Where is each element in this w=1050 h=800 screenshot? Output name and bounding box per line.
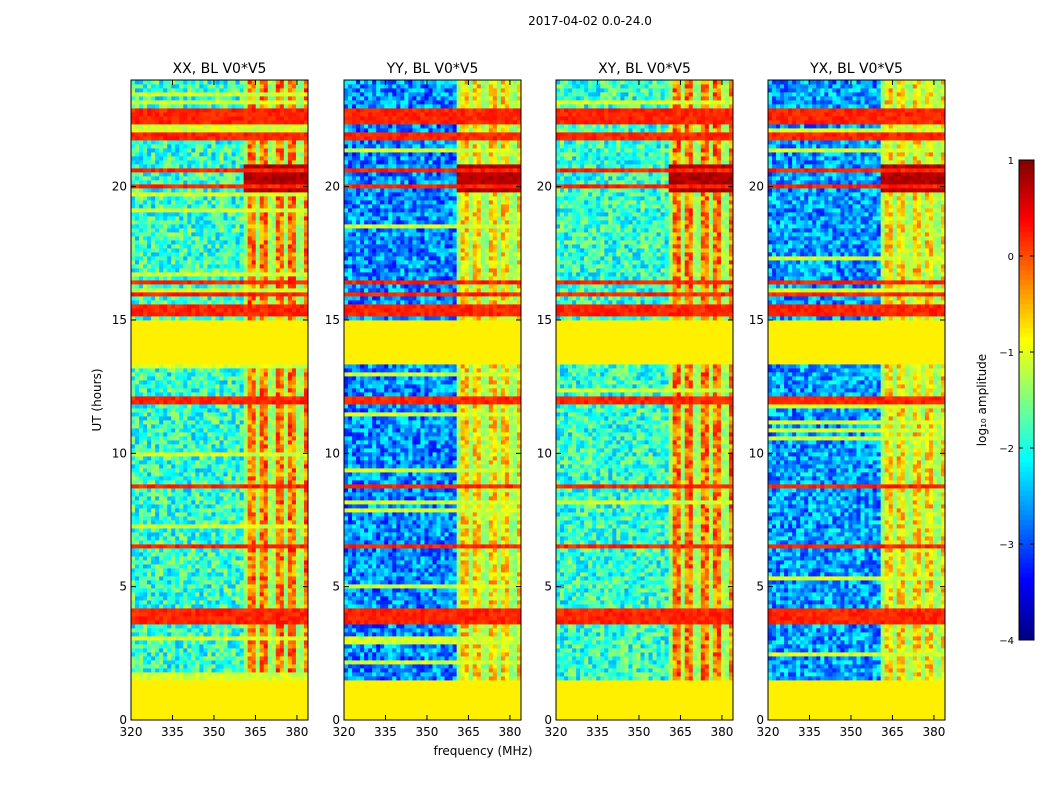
x-tick-label: 350 <box>203 725 226 739</box>
x-tick-label: 320 <box>333 725 356 739</box>
panel-xx: XX, BL V0*V5 320 335 350 365 380 0 5 10 15 20 <box>112 61 309 739</box>
panel-title: XY, BL V0*V5 <box>598 61 691 77</box>
heatmap-cells <box>344 80 521 720</box>
y-tick-label: 10 <box>325 446 340 460</box>
colorbar-tick-label: −3 <box>999 540 1014 551</box>
x-axis-label: frequency (MHz) <box>433 744 532 758</box>
x-tick-label: 380 <box>710 725 733 739</box>
y-tick-label: 5 <box>332 580 340 594</box>
y-tick-label: 20 <box>112 180 127 194</box>
x-tick-label: 380 <box>922 725 945 739</box>
y-tick-label: 5 <box>756 580 764 594</box>
y-tick-label: 0 <box>119 713 127 727</box>
y-tick-label: 5 <box>119 580 127 594</box>
colorbar-tick-label: 0 <box>1008 252 1014 263</box>
y-tick-label: 20 <box>537 180 552 194</box>
x-tick-label: 350 <box>416 725 439 739</box>
x-tick-label: 320 <box>757 725 780 739</box>
panel-xy: XY, BL V0*V5 320 335 350 365 380 0 5 10 15 20 <box>537 61 734 739</box>
x-tick-label: 350 <box>628 725 651 739</box>
colorbar-tick-label: −1 <box>999 348 1014 359</box>
x-tick-label: 365 <box>669 725 692 739</box>
y-tick-label: 15 <box>325 313 340 327</box>
x-tick-label: 335 <box>798 725 821 739</box>
panel-yx: YX, BL V0*V5 320 335 350 365 380 0 5 10 15 20 <box>749 61 946 739</box>
y-tick-label: 15 <box>749 313 764 327</box>
x-tick-label: 365 <box>457 725 480 739</box>
panel-title: XX, BL V0*V5 <box>173 61 267 77</box>
y-tick-label: 15 <box>537 313 552 327</box>
y-axis-label: UT (hours) <box>90 368 104 431</box>
x-tick-label: 335 <box>161 725 184 739</box>
heatmap-cells <box>556 80 733 720</box>
x-tick-label: 380 <box>285 725 308 739</box>
y-tick-label: 0 <box>332 713 340 727</box>
y-tick-label: 15 <box>112 313 127 327</box>
x-tick-label: 365 <box>881 725 904 739</box>
y-tick-label: 10 <box>112 446 127 460</box>
x-tick-label: 320 <box>120 725 143 739</box>
heatmap-cells <box>131 80 308 720</box>
colorbar-tick-label: −4 <box>999 636 1014 647</box>
x-tick-label: 335 <box>586 725 609 739</box>
y-tick-label: 0 <box>544 713 552 727</box>
colorbar: 1 0 −1 −2 −3 −4 <box>999 156 1034 647</box>
colorbar-tick-label: 1 <box>1008 156 1014 167</box>
spectrogram-figure: XX, BL V0*V5320 335 350 365 38005101520YY, B… <box>0 0 1050 800</box>
panel-title: YX, BL V0*V5 <box>809 61 903 77</box>
y-tick-label: 10 <box>537 446 552 460</box>
x-tick-label: 320 <box>545 725 568 739</box>
colorbar-tick-label: −2 <box>999 444 1014 455</box>
x-tick-label: 350 <box>840 725 863 739</box>
panel-yy: YY, BL V0*V5 320 335 350 365 380 0 5 10 15 20 <box>325 61 522 739</box>
y-tick-label: 20 <box>749 180 764 194</box>
y-tick-label: 0 <box>756 713 764 727</box>
colorbar-label: log₁₀ amplitude <box>975 354 989 446</box>
panel-title: YY, BL V0*V5 <box>386 61 479 77</box>
y-tick-label: 5 <box>544 580 552 594</box>
heatmap-cells <box>768 80 945 720</box>
y-tick-label: 10 <box>749 446 764 460</box>
x-tick-label: 335 <box>374 725 397 739</box>
y-tick-label: 20 <box>325 180 340 194</box>
x-tick-label: 365 <box>244 725 267 739</box>
x-tick-label: 380 <box>498 725 521 739</box>
colorbar-gradient <box>1019 160 1034 641</box>
